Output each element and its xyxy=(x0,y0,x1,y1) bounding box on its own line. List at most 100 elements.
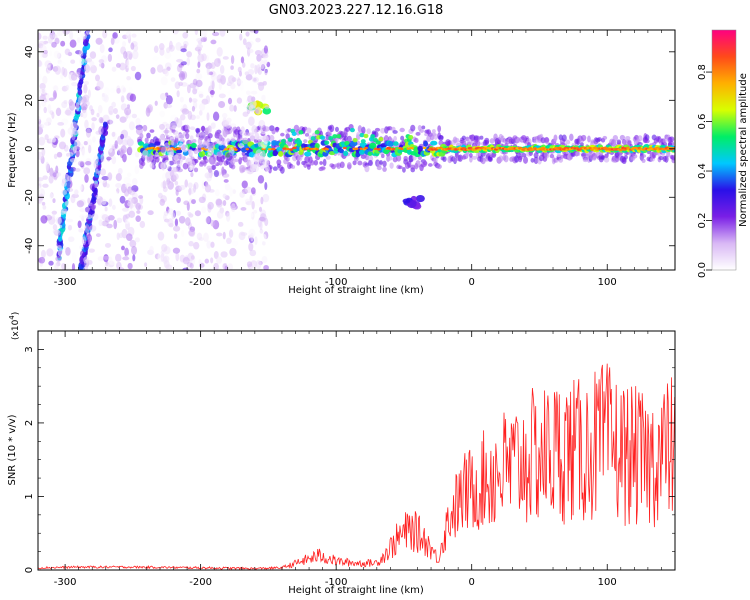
noise-dot xyxy=(203,30,208,37)
trace-halo-dot xyxy=(303,139,308,144)
noise-dot xyxy=(79,256,84,265)
noise-dot xyxy=(157,231,165,241)
spectrogram-y-tick-label: -20 xyxy=(24,189,35,205)
trace-halo-dot xyxy=(436,164,442,170)
noise-dot xyxy=(108,198,113,207)
colorbar-tick-label: 0.2 xyxy=(697,213,708,229)
noise-dot xyxy=(250,90,258,95)
noise-dot xyxy=(187,182,193,189)
trace-halo-dot xyxy=(325,155,331,160)
noise-dot xyxy=(122,41,127,48)
trace-core-dot xyxy=(285,147,290,151)
noise-dot xyxy=(111,131,116,137)
noise-dot xyxy=(196,44,204,49)
noise-dot xyxy=(258,206,263,212)
noise-dot xyxy=(191,98,198,103)
noise-dot xyxy=(130,65,136,72)
blob-dot xyxy=(402,198,411,204)
trace-core-dot xyxy=(409,146,414,150)
noise-dot xyxy=(120,95,125,103)
trace-core-dot xyxy=(224,148,229,151)
noise-dot xyxy=(220,251,228,258)
noise-dot xyxy=(153,45,159,53)
noise-dot xyxy=(83,141,88,146)
trace-halo-dot xyxy=(374,127,381,132)
noise-dot xyxy=(224,183,231,191)
trace-halo-dot xyxy=(644,134,650,141)
noise-dot xyxy=(38,256,46,264)
trace-halo-dot xyxy=(182,162,189,170)
noise-dot xyxy=(165,264,173,270)
trace-halo-dot xyxy=(290,165,296,169)
noise-dot xyxy=(254,236,258,245)
noise-dot xyxy=(159,198,166,206)
noise-dot xyxy=(200,37,207,43)
noise-dot xyxy=(98,219,103,227)
noise-dot xyxy=(102,30,108,39)
trace-core-dot xyxy=(292,146,297,150)
trace-halo-dot xyxy=(454,137,460,143)
noise-dot xyxy=(52,224,58,231)
noise-dot xyxy=(101,198,107,205)
noise-dot xyxy=(85,128,92,138)
trace-core-dot xyxy=(325,148,329,151)
noise-dot xyxy=(216,151,224,157)
noise-dot xyxy=(42,35,48,40)
trace-halo-dot xyxy=(303,126,308,131)
noise-dot xyxy=(262,54,269,59)
noise-dot xyxy=(208,188,215,193)
noise-dot xyxy=(106,223,113,229)
trace-dot xyxy=(408,134,414,140)
noise-dot xyxy=(41,99,47,107)
noise-dot xyxy=(38,136,46,146)
noise-dot xyxy=(196,68,201,74)
noise-dot xyxy=(159,47,165,56)
trace-halo-dot xyxy=(427,163,433,167)
noise-dot xyxy=(222,117,227,127)
trace-halo-dot xyxy=(142,124,148,132)
noise-dot xyxy=(89,225,97,232)
trace-halo-dot xyxy=(670,155,675,161)
noise-dot xyxy=(207,142,215,152)
noise-dot xyxy=(179,185,186,191)
noise-dot xyxy=(121,207,129,212)
noise-dot xyxy=(197,48,201,55)
noise-dot xyxy=(88,248,95,253)
trace-halo-dot xyxy=(407,160,412,168)
noise-dot xyxy=(247,95,253,103)
noise-dot xyxy=(116,87,121,94)
noise-dot xyxy=(61,208,68,214)
trace-halo-dot xyxy=(310,159,315,166)
trace-halo-dot xyxy=(410,164,416,170)
trace-core-dot xyxy=(245,147,250,151)
noise-dot xyxy=(134,71,142,81)
trace-dot xyxy=(276,146,283,152)
noise-dot xyxy=(205,181,209,188)
snr-y-tick-label: 3 xyxy=(24,346,35,352)
noise-dot xyxy=(38,177,44,182)
trace-core-dot xyxy=(176,147,181,150)
noise-dot xyxy=(129,93,137,102)
noise-dot xyxy=(189,262,194,269)
figure-title: GN03.2023.227.12.16.G18 xyxy=(269,3,444,18)
noise-dot xyxy=(85,214,93,220)
trace-dot xyxy=(280,138,286,144)
noise-dot xyxy=(71,82,78,87)
noise-dot xyxy=(255,37,261,43)
noise-dot xyxy=(201,180,205,189)
noise-dot xyxy=(95,233,101,238)
noise-dot xyxy=(204,258,209,264)
trace-halo-dot xyxy=(579,142,584,146)
snr-frame xyxy=(37,330,676,571)
spectrogram-y-tick-label: 40 xyxy=(24,45,35,58)
noise-dot xyxy=(131,113,138,119)
noise-dot xyxy=(101,176,109,181)
trace-halo-dot xyxy=(280,166,285,174)
trace-halo-dot xyxy=(491,152,497,157)
noise-dot xyxy=(113,108,118,115)
noise-dot xyxy=(261,94,266,101)
trace-halo-dot xyxy=(544,136,550,144)
noise-dot xyxy=(130,42,135,50)
noise-dot xyxy=(162,180,167,189)
noise-dot xyxy=(114,140,118,149)
